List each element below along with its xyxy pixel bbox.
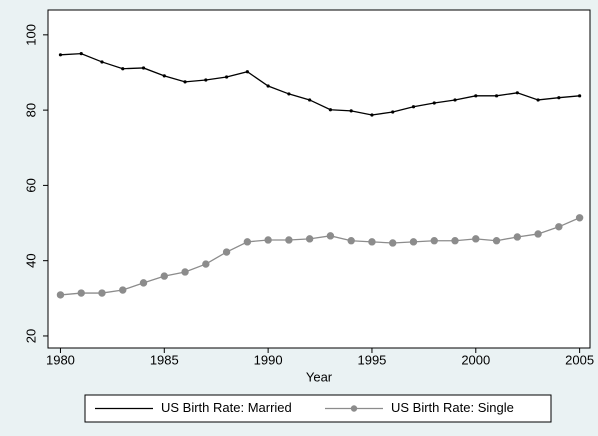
x-axis-label: Year	[306, 369, 333, 384]
marker	[472, 235, 480, 243]
marker	[56, 291, 65, 299]
marker	[534, 230, 542, 238]
marker	[494, 94, 499, 98]
y-tick-label: 60	[23, 178, 38, 192]
legend-label: US Birth Rate: Single	[391, 400, 514, 415]
marker	[121, 67, 125, 71]
legend-label: US Birth Rate: Married	[161, 400, 292, 415]
marker	[430, 237, 438, 245]
y-tick-label: 100	[23, 24, 38, 46]
marker	[515, 91, 519, 95]
marker	[578, 94, 582, 98]
plot-area	[47, 9, 591, 349]
marker	[119, 286, 127, 294]
marker	[453, 98, 457, 102]
legend-box	[84, 394, 552, 423]
x-tick-label: 2005	[565, 352, 594, 367]
legend-marker	[350, 405, 358, 412]
marker	[326, 232, 335, 240]
marker	[183, 80, 187, 84]
marker	[432, 101, 436, 105]
marker	[474, 94, 478, 98]
marker	[264, 236, 272, 244]
series-line	[60, 53, 580, 116]
marker	[451, 237, 459, 245]
marker	[58, 53, 63, 57]
marker	[536, 98, 540, 102]
marker	[160, 272, 168, 280]
marker	[305, 235, 314, 243]
marker	[391, 110, 395, 114]
marker	[139, 279, 148, 287]
x-tick-label: 2000	[461, 352, 490, 367]
marker	[162, 74, 166, 78]
marker	[287, 92, 291, 96]
y-tick-label: 80	[23, 103, 38, 117]
marker	[389, 239, 397, 247]
y-tick-label: 40	[23, 253, 38, 267]
marker	[245, 70, 249, 74]
x-tick-label: 1995	[357, 352, 386, 367]
marker	[202, 260, 210, 268]
marker	[100, 60, 104, 64]
marker	[204, 78, 208, 82]
marker	[77, 289, 85, 297]
marker	[555, 223, 563, 231]
marker	[285, 236, 293, 244]
marker	[492, 237, 501, 245]
marker	[557, 96, 561, 100]
marker	[347, 237, 355, 245]
x-tick-label: 1985	[150, 352, 179, 367]
marker	[224, 75, 229, 79]
marker	[98, 289, 106, 297]
marker	[349, 109, 353, 113]
y-tick-label: 20	[23, 329, 38, 343]
marker	[266, 84, 270, 88]
marker	[513, 233, 522, 241]
marker	[409, 238, 418, 246]
marker	[328, 108, 333, 112]
marker	[243, 238, 252, 246]
x-tick-label: 1990	[254, 352, 283, 367]
marker	[79, 52, 83, 56]
marker	[181, 268, 189, 276]
marker	[222, 248, 231, 256]
marker	[141, 66, 146, 70]
marker	[368, 238, 376, 246]
marker	[411, 105, 416, 109]
marker	[370, 113, 374, 117]
marker	[308, 98, 312, 102]
x-tick-label: 1980	[46, 352, 75, 367]
marker	[575, 214, 584, 222]
